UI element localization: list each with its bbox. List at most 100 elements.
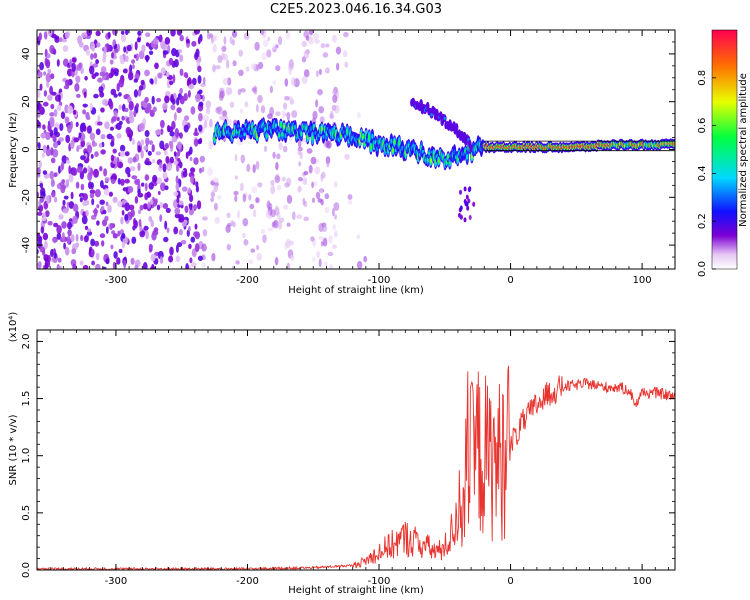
noise-speckle bbox=[302, 197, 306, 206]
noise-speckle bbox=[270, 179, 275, 186]
noise-speckle bbox=[264, 145, 267, 152]
noise-speckle bbox=[318, 106, 325, 114]
noise-speckle bbox=[151, 231, 157, 241]
noise-speckle bbox=[343, 31, 349, 38]
noise-speckle bbox=[97, 115, 101, 122]
noise-speckle bbox=[44, 257, 48, 262]
noise-speckle bbox=[230, 220, 234, 226]
noise-speckle bbox=[82, 193, 88, 201]
noise-speckle bbox=[317, 89, 323, 96]
noise-speckle bbox=[188, 226, 191, 232]
noise-speckle bbox=[226, 244, 231, 251]
noise-speckle bbox=[45, 132, 51, 140]
noise-speckle bbox=[159, 256, 164, 264]
noise-speckle bbox=[173, 199, 178, 209]
noise-speckle bbox=[301, 137, 307, 143]
noise-speckle bbox=[149, 140, 154, 145]
noise-speckle bbox=[37, 211, 43, 216]
noise-speckle bbox=[238, 69, 244, 77]
noise-speckle bbox=[221, 45, 227, 53]
noise-speckle bbox=[43, 101, 49, 107]
colorbar-tick-label: 0.2 bbox=[697, 213, 708, 229]
noise-speckle bbox=[179, 132, 183, 139]
noise-speckle bbox=[110, 244, 114, 250]
noise-speckle bbox=[89, 65, 95, 75]
noise-speckle bbox=[137, 162, 141, 171]
noise-speckle bbox=[239, 108, 244, 114]
noise-speckle bbox=[248, 194, 252, 201]
noise-speckle bbox=[140, 79, 145, 86]
noise-speckle bbox=[37, 261, 42, 269]
noise-speckle bbox=[61, 221, 67, 229]
noise-speckle bbox=[42, 249, 46, 256]
noise-speckle bbox=[185, 263, 189, 269]
noise-speckle bbox=[58, 214, 64, 220]
noise-speckle bbox=[67, 229, 72, 237]
ridge-core bbox=[320, 126, 324, 132]
noise-speckle bbox=[303, 50, 309, 59]
noise-speckle bbox=[301, 40, 307, 48]
noise-speckle bbox=[292, 211, 296, 221]
noise-speckle bbox=[184, 205, 189, 213]
noise-speckle bbox=[174, 112, 177, 122]
noise-speckle bbox=[114, 48, 119, 54]
noise-speckle bbox=[174, 207, 181, 215]
noise-speckle bbox=[312, 257, 316, 262]
noise-speckle bbox=[199, 155, 205, 163]
colorbar-label: Normalized spectral amplitude bbox=[738, 73, 749, 227]
noise-speckle bbox=[52, 48, 57, 55]
noise-speckle bbox=[82, 264, 89, 269]
noise-speckle bbox=[107, 204, 112, 213]
noise-speckle bbox=[53, 141, 59, 149]
noise-speckle bbox=[146, 102, 152, 112]
noise-speckle bbox=[223, 36, 227, 45]
noise-speckle bbox=[67, 221, 72, 230]
noise-speckle bbox=[37, 167, 41, 176]
noise-speckle bbox=[193, 204, 198, 210]
noise-speckle bbox=[272, 44, 277, 51]
noise-speckle bbox=[50, 103, 55, 110]
ridge-core bbox=[265, 134, 268, 138]
noise-speckle bbox=[88, 181, 92, 190]
noise-speckle bbox=[80, 155, 86, 161]
noise-speckle bbox=[53, 222, 59, 228]
noise-speckle bbox=[159, 162, 163, 169]
noise-speckle bbox=[202, 216, 208, 221]
ridge-core bbox=[309, 125, 313, 132]
noise-speckle bbox=[112, 30, 119, 35]
noise-speckle bbox=[128, 101, 134, 111]
noise-speckle bbox=[69, 59, 73, 67]
noise-speckle bbox=[129, 166, 136, 172]
noise-speckle bbox=[327, 251, 334, 257]
noise-speckle bbox=[319, 188, 324, 194]
spectrogram-ytick-label: 20 bbox=[21, 95, 32, 108]
noise-speckle bbox=[278, 36, 283, 46]
noise-speckle bbox=[42, 144, 47, 154]
noise-speckle bbox=[49, 112, 55, 117]
noise-speckle bbox=[39, 195, 45, 203]
noise-speckle bbox=[308, 36, 315, 45]
noise-speckle bbox=[237, 210, 240, 219]
noise-speckle bbox=[313, 32, 319, 41]
noise-speckle bbox=[168, 255, 174, 263]
spectrogram-heatmap bbox=[37, 30, 675, 269]
page-title: C2E5.2023.046.16.34.G03 bbox=[269, 2, 443, 17]
noise-speckle bbox=[183, 93, 188, 101]
noise-speckle bbox=[98, 86, 104, 94]
noise-speckle bbox=[197, 75, 202, 84]
noise-speckle bbox=[202, 76, 206, 85]
noise-speckle bbox=[179, 34, 184, 42]
noise-speckle bbox=[106, 133, 113, 140]
noise-speckle bbox=[310, 236, 315, 242]
noise-speckle bbox=[139, 204, 144, 211]
noise-speckle bbox=[76, 166, 83, 174]
noise-speckle bbox=[189, 194, 194, 203]
noise-speckle bbox=[110, 178, 116, 184]
noise-speckle bbox=[179, 54, 184, 62]
noise-speckle bbox=[222, 77, 229, 86]
noise-speckle bbox=[82, 125, 87, 132]
noise-speckle bbox=[234, 153, 238, 162]
noise-speckle bbox=[253, 85, 258, 95]
noise-speckle bbox=[116, 116, 120, 122]
